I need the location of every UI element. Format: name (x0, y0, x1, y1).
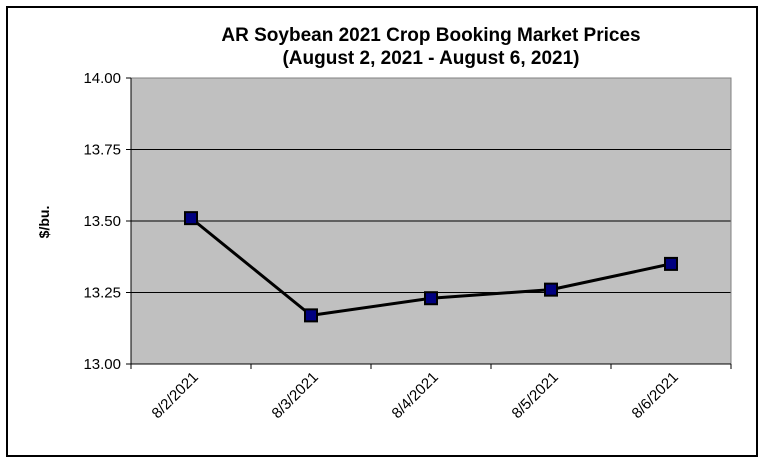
y-tick-label: 13.50 (83, 213, 121, 230)
y-tick-label: 13.75 (83, 142, 121, 159)
chart-subtitle: (August 2, 2021 - August 6, 2021) (282, 48, 580, 69)
data-point-marker (304, 308, 318, 323)
x-tick-label: 8/3/2021 (269, 369, 322, 422)
data-point-marker (424, 291, 438, 306)
y-tick-label: 14.00 (83, 70, 121, 87)
y-axis: 13.00 13.25 13.50 13.75 14.00 (83, 70, 132, 373)
y-tick-label: 13.00 (83, 356, 121, 373)
data-point-marker (184, 211, 198, 226)
x-tick-label: 8/4/2021 (389, 369, 442, 422)
x-axis: 8/2/2021 8/3/2021 8/4/2021 8/5/2021 8/6/2021 (130, 363, 732, 422)
x-tick-label: 8/6/2021 (629, 369, 682, 422)
y-tick-label: 13.25 (83, 285, 121, 302)
data-point-marker (664, 256, 678, 271)
x-tick-label: 8/2/2021 (149, 369, 202, 422)
x-tick-label: 8/5/2021 (509, 369, 562, 422)
data-point-marker (544, 282, 558, 297)
chart-title: AR Soybean 2021 Crop Booking Market Pric… (221, 25, 641, 46)
series-group (184, 211, 678, 323)
